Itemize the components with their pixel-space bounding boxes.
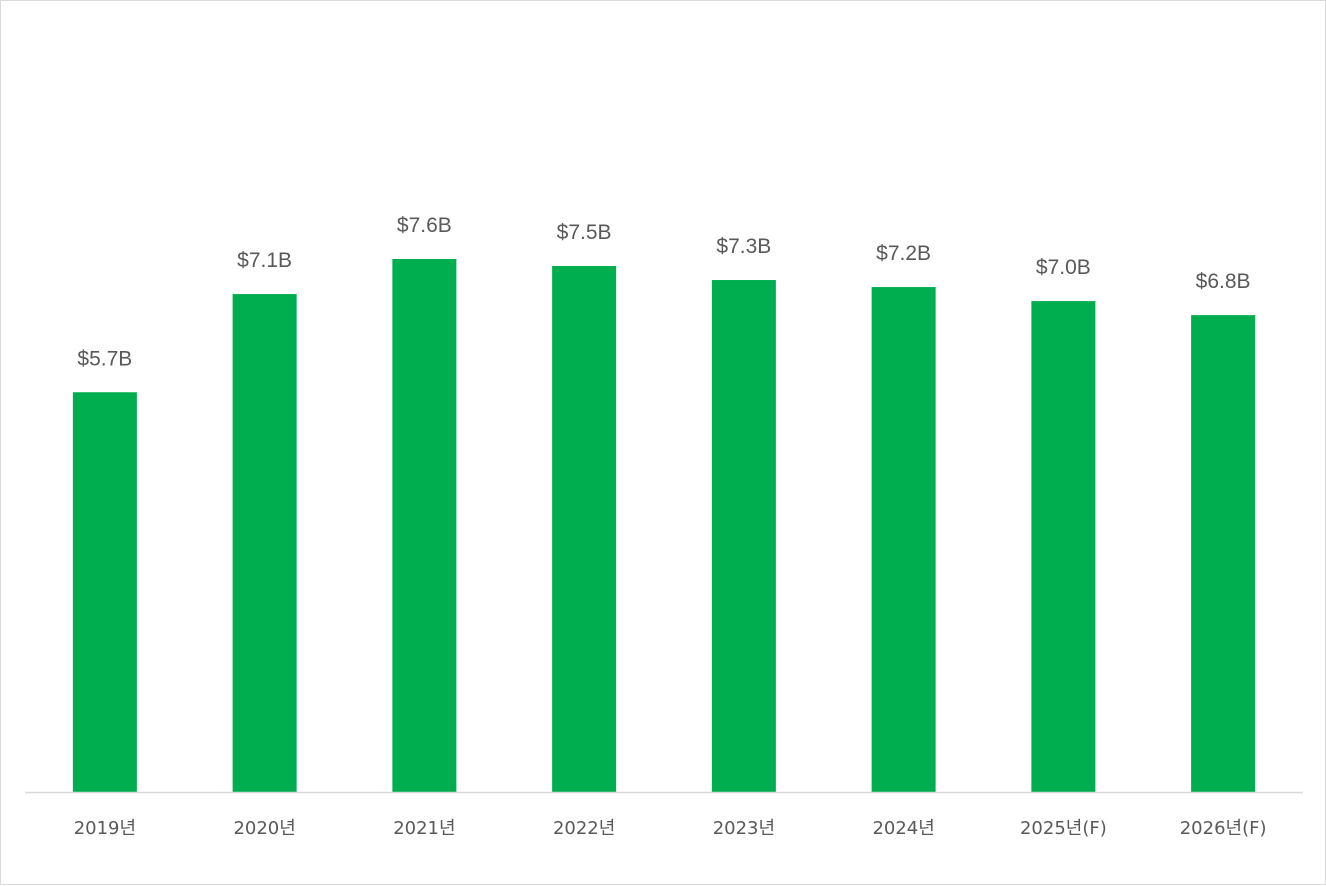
data-label-1: $7.1B xyxy=(237,249,292,272)
x-tick-label-1: 2020년 xyxy=(233,818,295,839)
x-tick-label-6: 2025년(F) xyxy=(1020,818,1107,839)
data-label-0: $5.7B xyxy=(77,347,132,370)
data-label-2: $7.6B xyxy=(397,214,452,237)
x-tick-labels-group: 2019년 2020년 2021년 2022년 2023년 2024년 2025년(F) 20… xyxy=(74,818,1267,839)
bar-7 xyxy=(1191,315,1256,792)
bar-4 xyxy=(711,280,776,792)
x-tick-label-3: 2022년 xyxy=(553,818,615,839)
bar-6 xyxy=(1031,301,1096,792)
bar-1 xyxy=(232,294,297,792)
x-tick-label-4: 2023년 xyxy=(713,818,775,839)
x-tick-label-7: 2026년(F) xyxy=(1180,818,1267,839)
data-label-5: $7.2B xyxy=(876,242,931,265)
x-tick-label-5: 2024년 xyxy=(872,818,934,839)
x-tick-label-0: 2019년 xyxy=(74,818,136,839)
bar-0 xyxy=(72,392,137,792)
data-label-6: $7.0B xyxy=(1036,256,1091,279)
bars-group xyxy=(72,259,1256,792)
data-label-7: $6.8B xyxy=(1196,270,1251,293)
data-label-4: $7.3B xyxy=(716,235,771,258)
bar-3 xyxy=(552,266,617,792)
data-labels-group: $5.7B $7.1B $7.6B $7.5B $7.3B $7.2B $7.0B $6.8B xyxy=(77,214,1250,370)
bar-5 xyxy=(871,287,936,792)
data-label-3: $7.5B xyxy=(557,221,612,244)
x-tick-label-2: 2021년 xyxy=(393,818,455,839)
bar-2 xyxy=(392,259,457,792)
